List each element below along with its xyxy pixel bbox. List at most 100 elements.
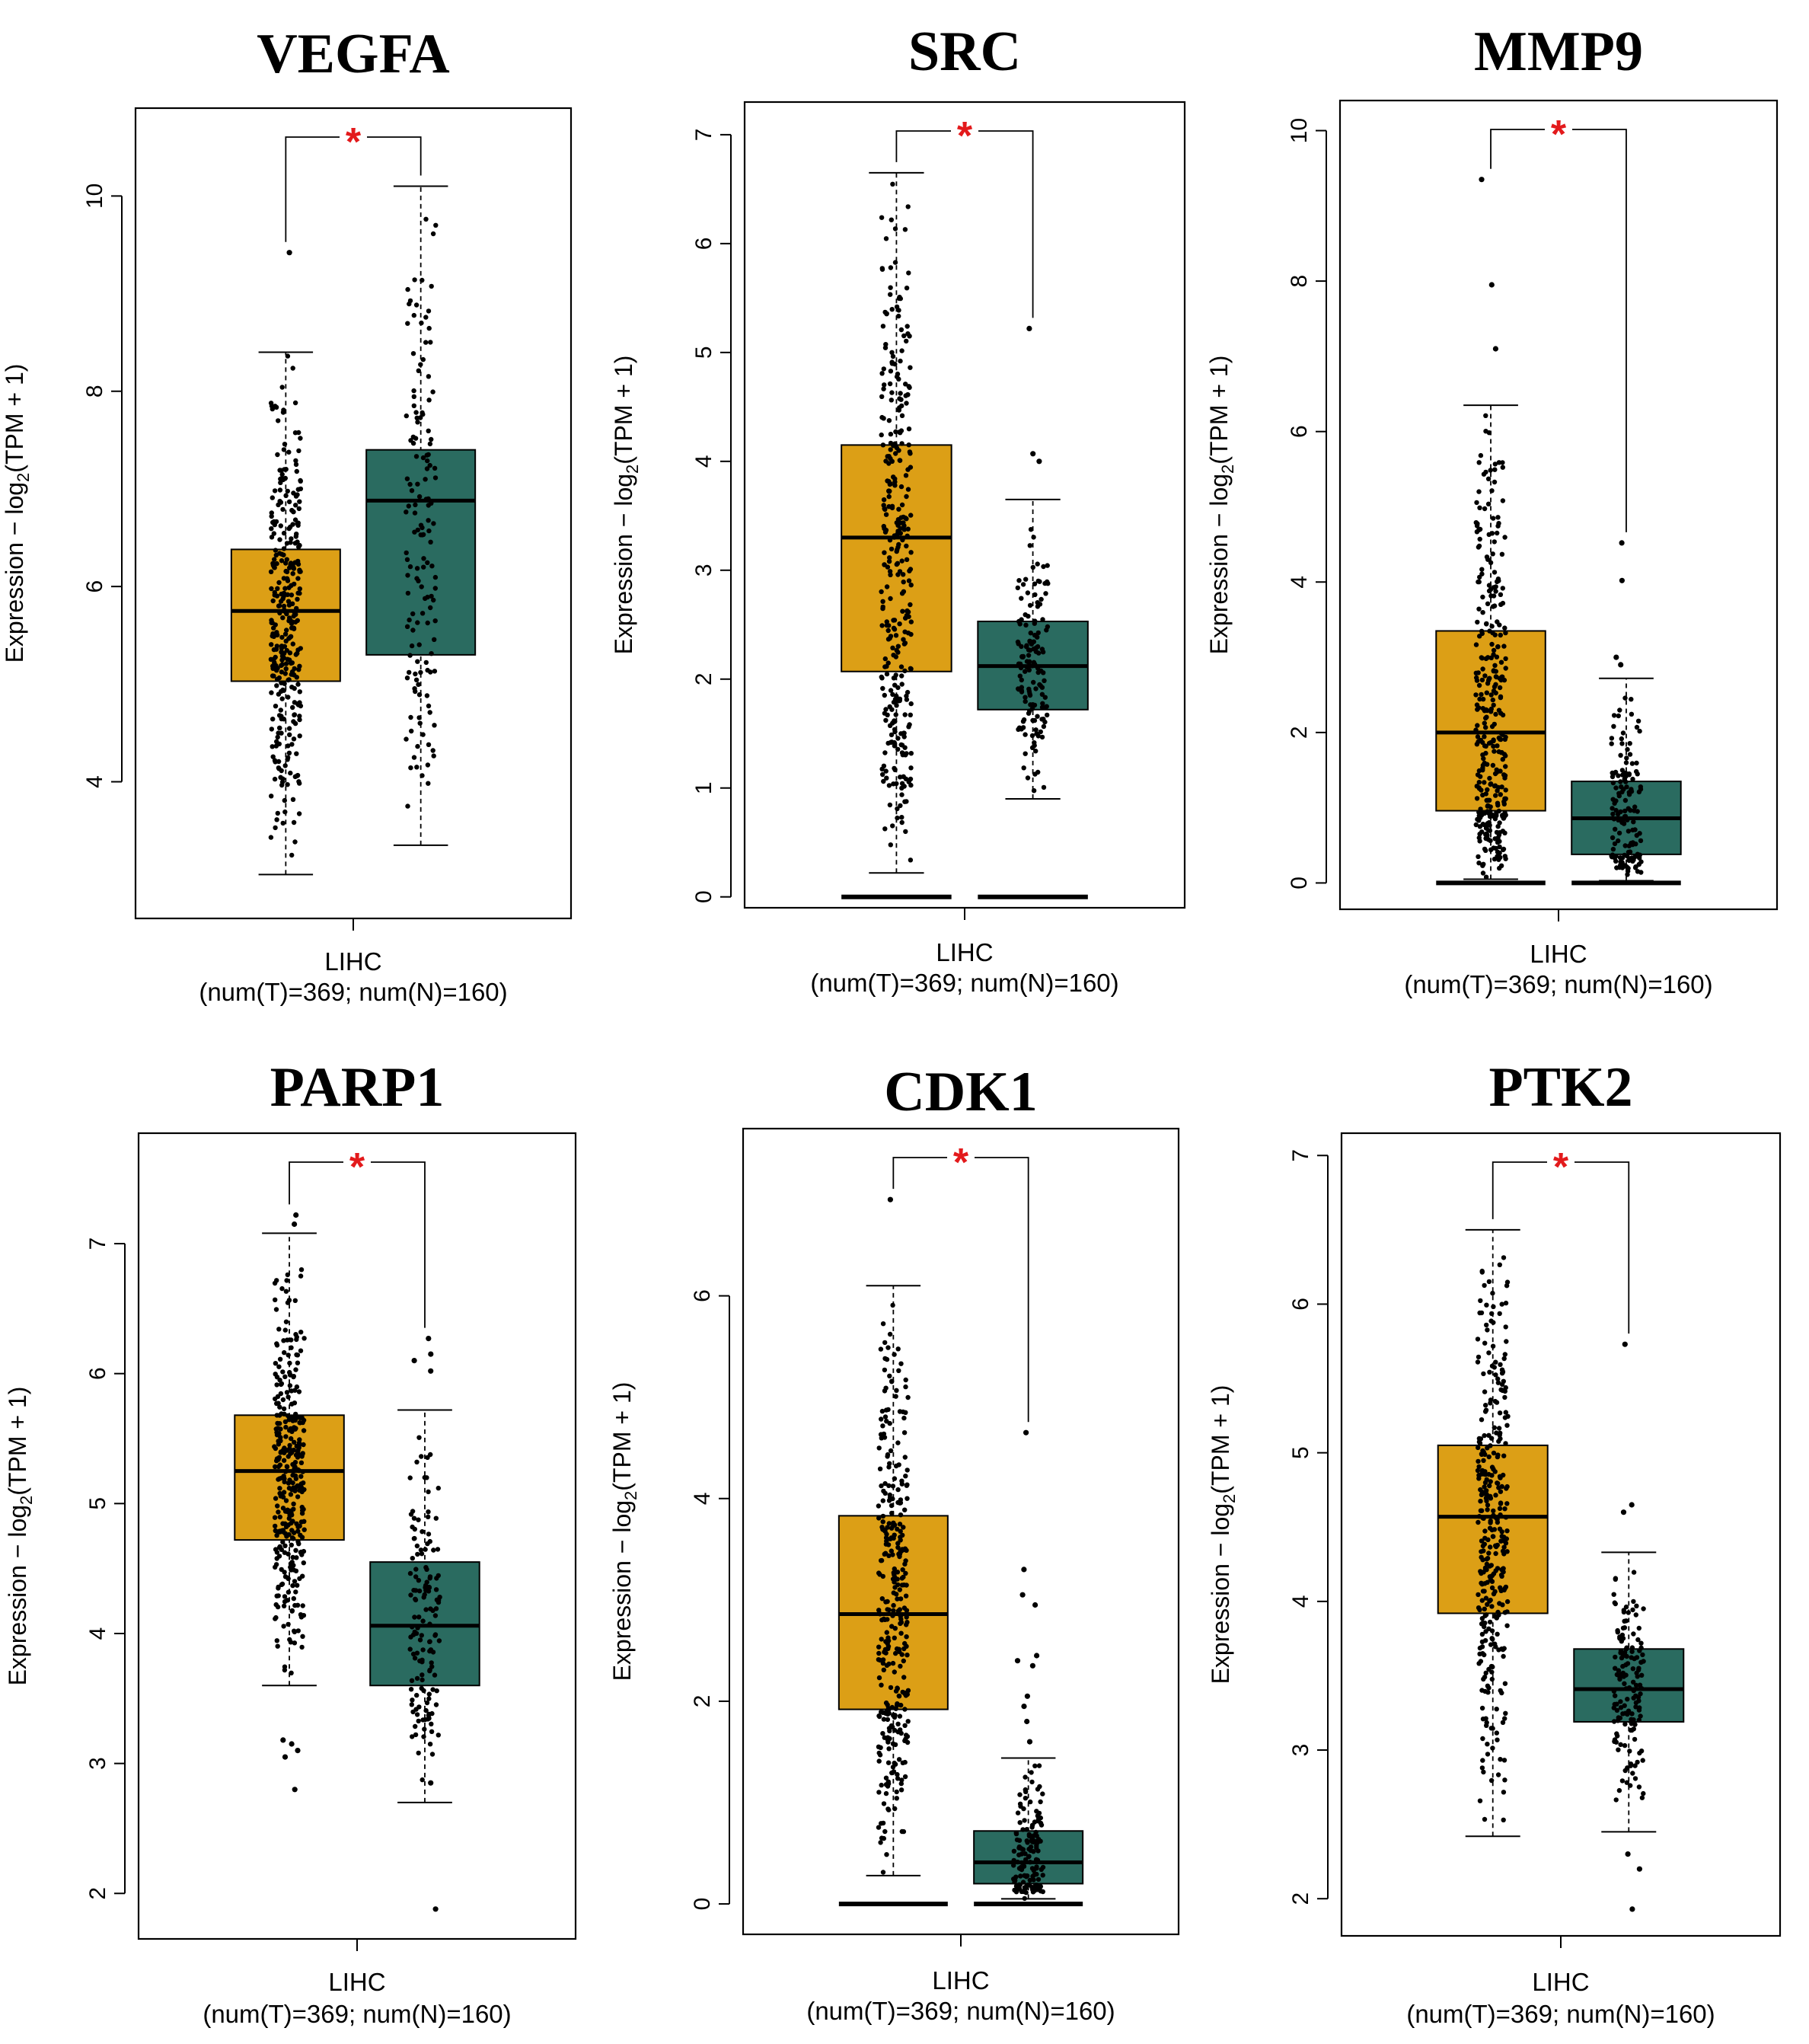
- data-point: [425, 560, 430, 565]
- data-point: [1483, 725, 1488, 730]
- data-point: [1491, 743, 1496, 749]
- data-point: [296, 506, 302, 512]
- data-point: [1478, 1298, 1483, 1304]
- data-point: [1482, 1469, 1488, 1474]
- data-point: [882, 1414, 889, 1420]
- data-point: [900, 1567, 905, 1573]
- data-point: [297, 499, 302, 504]
- significance-star: *: [953, 1141, 969, 1185]
- data-point: [891, 675, 897, 681]
- data-point: [884, 311, 889, 316]
- data-point: [293, 503, 298, 508]
- data-point: [1488, 1777, 1495, 1784]
- data-point: [905, 526, 911, 532]
- x-axis-label: LIHC: [1532, 1968, 1589, 1996]
- data-point: [289, 1345, 294, 1350]
- data-point: [890, 181, 895, 187]
- data-point: [422, 1474, 427, 1480]
- data-point: [1626, 790, 1632, 795]
- significance-star: *: [1551, 113, 1567, 157]
- data-point: [276, 759, 282, 765]
- jitter-points: [879, 181, 914, 863]
- data-point: [879, 1408, 885, 1414]
- data-point: [279, 669, 285, 675]
- data-point: [1034, 1866, 1039, 1871]
- data-point: [888, 285, 893, 290]
- data-point: [1482, 720, 1488, 726]
- data-point: [879, 394, 885, 399]
- data-point: [1482, 1484, 1487, 1490]
- data-point: [1473, 642, 1479, 647]
- data-point: [1018, 1803, 1023, 1809]
- data-point: [892, 226, 898, 232]
- outlier-point: [1014, 1658, 1021, 1664]
- data-point: [896, 541, 901, 548]
- data-point: [1610, 797, 1616, 802]
- data-point: [908, 451, 913, 456]
- box-group-t: [230, 250, 341, 876]
- data-point: [899, 348, 904, 353]
- data-point: [1629, 1649, 1635, 1654]
- data-point: [903, 1474, 908, 1479]
- data-point: [888, 447, 893, 452]
- data-point: [1036, 650, 1042, 656]
- data-point: [1641, 1606, 1646, 1611]
- data-point: [1633, 864, 1638, 870]
- data-point: [897, 1713, 903, 1719]
- data-point: [1498, 863, 1504, 869]
- data-point: [281, 447, 287, 452]
- data-point: [1490, 762, 1496, 768]
- data-point: [1019, 617, 1024, 622]
- data-point: [1013, 1830, 1019, 1835]
- data-point: [1489, 531, 1495, 536]
- data-point: [883, 1700, 889, 1706]
- data-point: [277, 1486, 282, 1491]
- data-point: [404, 476, 410, 481]
- data-point: [1502, 810, 1508, 816]
- data-point: [1476, 460, 1482, 465]
- data-point: [283, 1319, 289, 1324]
- data-point: [1035, 634, 1040, 640]
- data-point: [884, 584, 890, 589]
- data-point: [1481, 755, 1486, 762]
- data-point: [286, 1621, 291, 1627]
- box-iqr: [234, 1414, 345, 1541]
- data-point: [1473, 822, 1479, 828]
- data-point: [1018, 1864, 1023, 1870]
- data-point: [1482, 1581, 1488, 1586]
- data-point: [1629, 1727, 1635, 1733]
- data-point: [289, 660, 295, 666]
- data-point: [416, 1588, 423, 1594]
- data-point: [275, 810, 280, 816]
- data-point: [1488, 1544, 1493, 1550]
- data-point: [1476, 606, 1482, 612]
- data-point: [1488, 692, 1494, 698]
- data-point: [904, 1482, 910, 1487]
- data-point: [1477, 696, 1482, 702]
- data-point: [292, 1298, 298, 1304]
- data-point: [904, 1734, 911, 1739]
- data-point: [1492, 467, 1498, 472]
- data-point: [887, 635, 892, 641]
- data-point: [282, 809, 288, 815]
- data-point: [282, 442, 288, 447]
- data-point: [1029, 1866, 1035, 1871]
- y-tick-label: 5: [691, 346, 716, 359]
- data-point: [1636, 1698, 1642, 1704]
- data-point: [1487, 1369, 1492, 1375]
- data-point: [895, 650, 901, 655]
- data-point: [908, 365, 913, 370]
- data-point: [1030, 717, 1035, 723]
- data-point: [1040, 701, 1045, 706]
- data-point: [423, 216, 429, 222]
- data-point: [876, 1650, 882, 1656]
- data-point: [412, 1629, 417, 1635]
- data-point: [289, 742, 295, 747]
- data-point: [416, 1517, 421, 1522]
- data-point: [277, 1514, 282, 1520]
- data-point: [274, 739, 279, 744]
- data-point: [1479, 829, 1485, 835]
- data-point: [894, 1789, 899, 1795]
- data-point: [1031, 535, 1036, 540]
- data-point: [290, 704, 295, 711]
